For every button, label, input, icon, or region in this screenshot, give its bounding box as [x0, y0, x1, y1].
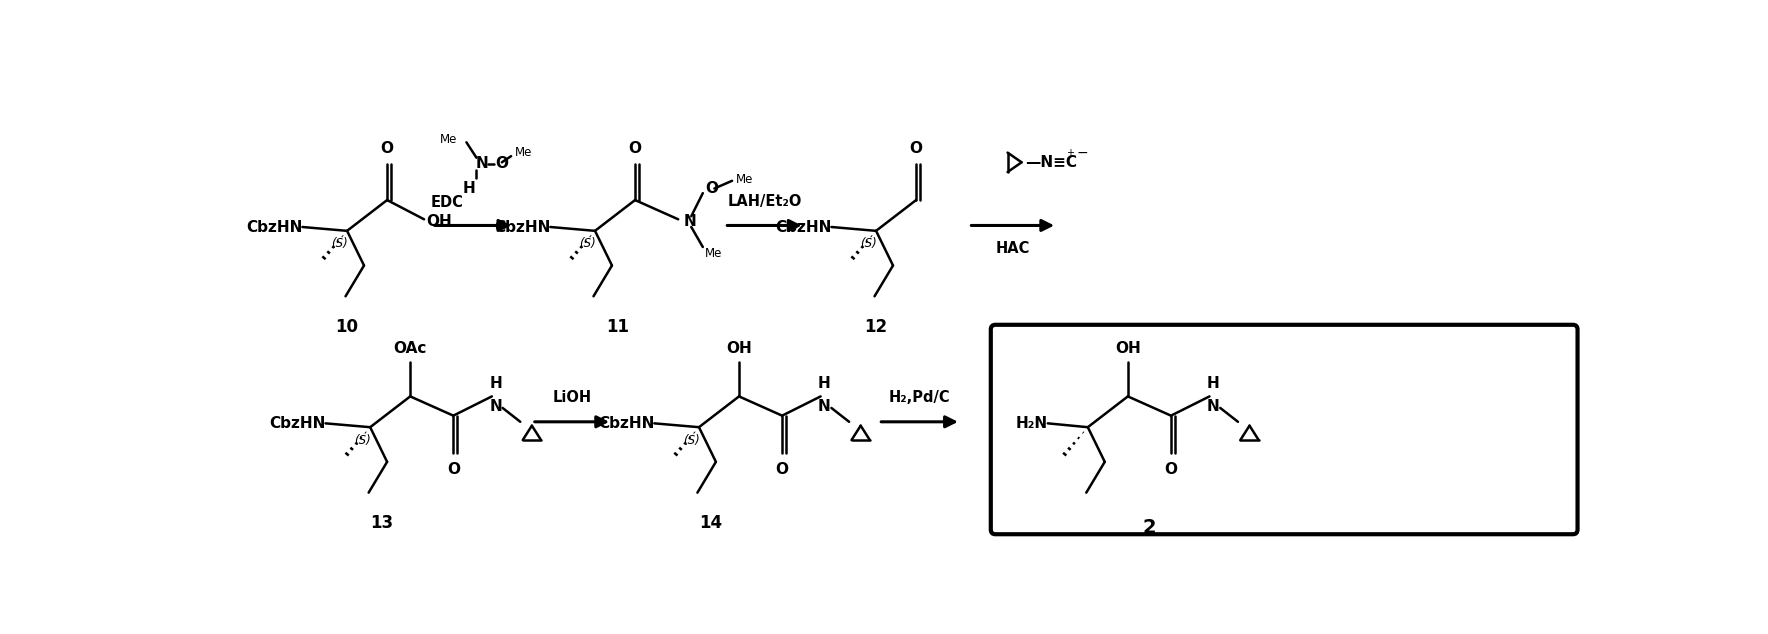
- Text: N: N: [684, 214, 697, 229]
- Text: EDC: EDC: [431, 195, 463, 210]
- Text: CbzHN: CbzHN: [246, 219, 302, 235]
- Text: 2: 2: [1142, 518, 1156, 537]
- Text: —N≡C: —N≡C: [1025, 155, 1077, 170]
- Text: H: H: [819, 376, 831, 391]
- Text: 12: 12: [865, 318, 888, 336]
- Text: H: H: [490, 376, 502, 391]
- Text: O: O: [705, 181, 718, 196]
- Text: N: N: [1208, 399, 1220, 414]
- Text: CbzHN: CbzHN: [269, 416, 325, 431]
- Text: H₂,Pd/C: H₂,Pd/C: [888, 390, 949, 405]
- Text: HAC: HAC: [995, 241, 1029, 256]
- Text: CbzHN: CbzHN: [598, 416, 654, 431]
- Text: 11: 11: [606, 318, 629, 336]
- Text: (S): (S): [354, 434, 371, 447]
- Text: Me: Me: [514, 146, 532, 158]
- Text: OH: OH: [1116, 340, 1140, 356]
- Text: O: O: [1165, 462, 1177, 477]
- Text: LiOH: LiOH: [552, 390, 592, 405]
- Text: O: O: [909, 141, 923, 156]
- Text: 10: 10: [336, 318, 359, 336]
- Text: O: O: [495, 157, 509, 171]
- Text: +: +: [1066, 148, 1075, 158]
- Text: Me: Me: [735, 172, 753, 186]
- Text: Me: Me: [440, 133, 458, 146]
- Text: OH: OH: [426, 214, 453, 229]
- Text: 14: 14: [698, 514, 721, 532]
- Text: OH: OH: [727, 340, 751, 356]
- Text: −: −: [1077, 146, 1087, 160]
- Text: Me: Me: [705, 247, 723, 260]
- Text: (S): (S): [331, 238, 348, 250]
- Text: LAH/Et₂O: LAH/Et₂O: [727, 193, 801, 209]
- Text: CbzHN: CbzHN: [493, 219, 550, 235]
- Text: (S): (S): [859, 238, 877, 250]
- Text: (S): (S): [682, 434, 700, 447]
- Text: N: N: [819, 399, 831, 414]
- Text: (S): (S): [578, 238, 596, 250]
- Text: N: N: [476, 157, 488, 171]
- Text: H: H: [1208, 376, 1220, 391]
- Text: O: O: [776, 462, 789, 477]
- Text: O: O: [447, 462, 460, 477]
- Text: H: H: [463, 181, 476, 196]
- Text: CbzHN: CbzHN: [774, 219, 831, 235]
- Text: O: O: [629, 141, 642, 156]
- Text: OAc: OAc: [394, 340, 426, 356]
- FancyBboxPatch shape: [990, 325, 1577, 534]
- Text: H₂N: H₂N: [1015, 416, 1048, 431]
- Text: O: O: [380, 141, 394, 156]
- Text: 13: 13: [370, 514, 392, 532]
- Text: N: N: [490, 399, 502, 414]
